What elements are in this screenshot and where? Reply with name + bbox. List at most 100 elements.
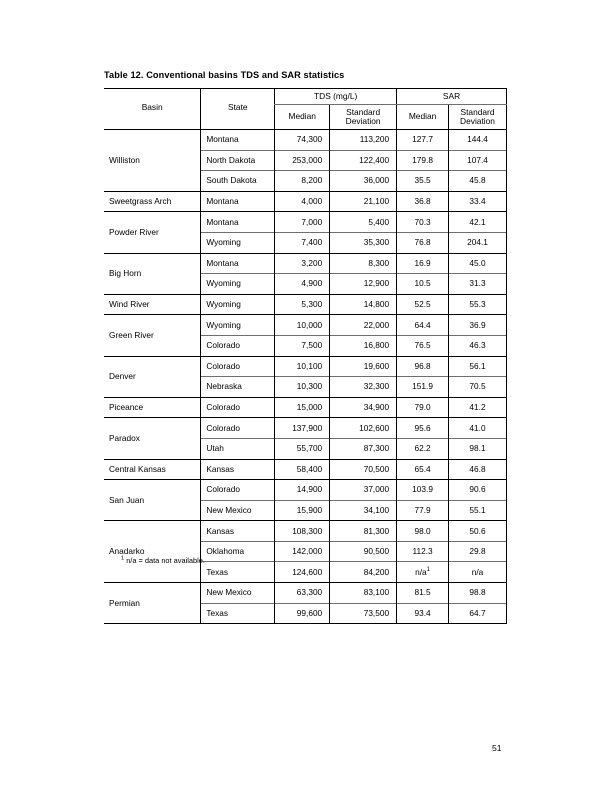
cell-tds-median: 10,000 bbox=[274, 314, 330, 336]
cell-tds-stddev: 34,100 bbox=[329, 499, 397, 521]
table-row: Denver Colorado 10,100 19,600 96.8 56.1 bbox=[104, 355, 507, 398]
cell-sar-median: 103.9 bbox=[396, 479, 449, 501]
cell-tds-stddev: 19,600 bbox=[329, 355, 397, 377]
cell-tds-stddev: 32,300 bbox=[329, 376, 397, 398]
cell-sar-median: 36.8 bbox=[396, 190, 449, 212]
cell-tds-stddev: 22,000 bbox=[329, 314, 397, 336]
cell-tds-stddev: 83,100 bbox=[329, 582, 397, 604]
footnote-ref: 1 bbox=[426, 566, 430, 573]
table-row: Colorado 7,500 16,800 76.5 46.3 bbox=[104, 334, 507, 357]
cell-sar-median: 76.5 bbox=[396, 334, 449, 357]
cell-tds-stddev: 34,900 bbox=[329, 396, 397, 418]
table-row: Paradox Colorado 137,900 102,600 95.6 41.0 bbox=[104, 417, 507, 459]
table-row: San Juan Colorado 14,900 37,000 103.9 90.6 bbox=[104, 479, 507, 521]
cell-tds-stddev: 113,200 bbox=[329, 129, 397, 151]
table-row: Anadarko Kansas 108,300 81,300 98.0 50.6 bbox=[104, 520, 507, 583]
cell-tds-stddev: 21,100 bbox=[329, 190, 397, 212]
cell-tds-median: 3,200 bbox=[274, 252, 330, 274]
cell-sar-median: 16.9 bbox=[396, 252, 449, 274]
cell-state: Texas bbox=[200, 561, 275, 583]
cell-state: Colorado bbox=[200, 396, 275, 418]
cell-state: New Mexico bbox=[200, 582, 275, 604]
cell-basin: Sweetgrass Arch bbox=[104, 190, 201, 212]
cell-state: North Dakota bbox=[200, 149, 275, 171]
cell-tds-median: 7,400 bbox=[274, 231, 330, 254]
header-sar-stddev-line2: Deviation bbox=[460, 116, 495, 126]
cell-tds-median: 4,000 bbox=[274, 190, 330, 212]
cell-sar-stddev: 107.4 bbox=[448, 149, 507, 171]
header-basin: Basin bbox=[104, 88, 201, 130]
cell-sar-median: 10.5 bbox=[396, 273, 449, 295]
footnote-text: n/a = data not available. bbox=[126, 556, 205, 565]
cell-tds-stddev: 70,500 bbox=[329, 458, 397, 480]
table-caption: Table 12. Conventional basins TDS and SA… bbox=[104, 70, 345, 80]
cell-sar-median: 76.8 bbox=[396, 231, 449, 254]
cell-basin: Powder River bbox=[104, 211, 201, 254]
cell-tds-median: 15,000 bbox=[274, 396, 330, 418]
cell-tds-stddev: 36,000 bbox=[329, 170, 397, 192]
cell-basin: Big Horn bbox=[104, 252, 201, 295]
cell-sar-stddev: n/a bbox=[448, 561, 507, 583]
table-row: Texas 124,600 84,200 n/a1 n/a bbox=[104, 561, 507, 583]
header-tds-stddev-line2: Deviation bbox=[345, 116, 381, 126]
table-row: Sweetgrass Arch Montana 4,000 21,100 36.8 33.… bbox=[104, 190, 507, 212]
cell-sar-stddev: 42.1 bbox=[448, 211, 507, 233]
cell-tds-stddev: 81,300 bbox=[329, 520, 397, 542]
cell-tds-stddev: 5,400 bbox=[329, 211, 397, 233]
header-group-sar: SAR bbox=[396, 88, 507, 105]
table-row: North Dakota 253,000 122,400 179.8 107.4 bbox=[104, 149, 507, 171]
cell-sar-median: 64.4 bbox=[396, 314, 449, 336]
cell-sar-median: 70.3 bbox=[396, 211, 449, 233]
cell-tds-median: 142,000 bbox=[274, 540, 330, 562]
cell-state: Wyoming bbox=[200, 293, 275, 315]
cell-basin: San Juan bbox=[104, 479, 201, 521]
header-sar-median: Median bbox=[396, 104, 449, 130]
cell-sar-stddev: 144.4 bbox=[448, 129, 507, 151]
header-tds-median: Median bbox=[274, 104, 330, 130]
cell-tds-stddev: 12,900 bbox=[329, 273, 397, 295]
cell-tds-median: 15,900 bbox=[274, 499, 330, 521]
cell-basin: Paradox bbox=[104, 417, 201, 459]
cell-tds-median: 7,500 bbox=[274, 334, 330, 357]
cell-sar-median: 93.4 bbox=[396, 602, 449, 625]
table-row: Nebraska 10,300 32,300 151.9 70.5 bbox=[104, 376, 507, 398]
cell-state: Nebraska bbox=[200, 376, 275, 398]
cell-basin: Anadarko bbox=[104, 520, 201, 583]
cell-state: Wyoming bbox=[200, 231, 275, 254]
cell-tds-median: 108,300 bbox=[274, 520, 330, 542]
cell-sar-stddev: 98.1 bbox=[448, 437, 507, 459]
cell-tds-median: 137,900 bbox=[274, 417, 330, 439]
cell-sar-stddev: 56.1 bbox=[448, 355, 507, 377]
cell-state: New Mexico bbox=[200, 499, 275, 521]
cell-state: Kansas bbox=[200, 520, 275, 542]
cell-sar-median: 95.6 bbox=[396, 417, 449, 439]
cell-sar-stddev: 45.0 bbox=[448, 252, 507, 274]
cell-sar-median: 81.5 bbox=[396, 582, 449, 604]
table-row: Central Kansas Kansas 58,400 70,500 65.4 46.8 bbox=[104, 458, 507, 480]
table-row: Green River Wyoming 10,000 22,000 64.4 36.9 bbox=[104, 314, 507, 357]
cell-tds-median: 253,000 bbox=[274, 149, 330, 171]
cell-sar-median: 77.9 bbox=[396, 499, 449, 521]
cell-basin: Green River bbox=[104, 314, 201, 357]
table-row: Texas 99,600 73,500 93.4 64.7 bbox=[104, 602, 507, 625]
cell-state: Colorado bbox=[200, 355, 275, 377]
cell-state: Montana bbox=[200, 252, 275, 274]
cell-sar-median: 98.0 bbox=[396, 520, 449, 542]
cell-sar-median: 179.8 bbox=[396, 149, 449, 171]
cell-state: Wyoming bbox=[200, 273, 275, 295]
cell-tds-stddev: 73,500 bbox=[329, 602, 397, 625]
cell-tds-median: 74,300 bbox=[274, 129, 330, 151]
header-tds-stddev-line1: Standard bbox=[346, 106, 381, 117]
page-number: 51 bbox=[492, 743, 502, 753]
table-row: New Mexico 15,900 34,100 77.9 55.1 bbox=[104, 499, 507, 521]
cell-tds-median: 4,900 bbox=[274, 273, 330, 295]
cell-sar-median: n/a1 bbox=[396, 561, 449, 583]
cell-sar-stddev: 50.6 bbox=[448, 520, 507, 542]
cell-tds-stddev: 8,300 bbox=[329, 252, 397, 274]
cell-tds-median: 10,300 bbox=[274, 376, 330, 398]
cell-sar-median: 79.0 bbox=[396, 396, 449, 418]
table-row: Utah 55,700 87,300 62.2 98.1 bbox=[104, 437, 507, 459]
cell-tds-median: 99,600 bbox=[274, 602, 330, 625]
table-body: Williston Montana 74,300 113,200 127.7 144.4 N… bbox=[104, 129, 507, 625]
table-header: Basin State TDS (mg/L) SAR Median Standa… bbox=[104, 88, 507, 130]
